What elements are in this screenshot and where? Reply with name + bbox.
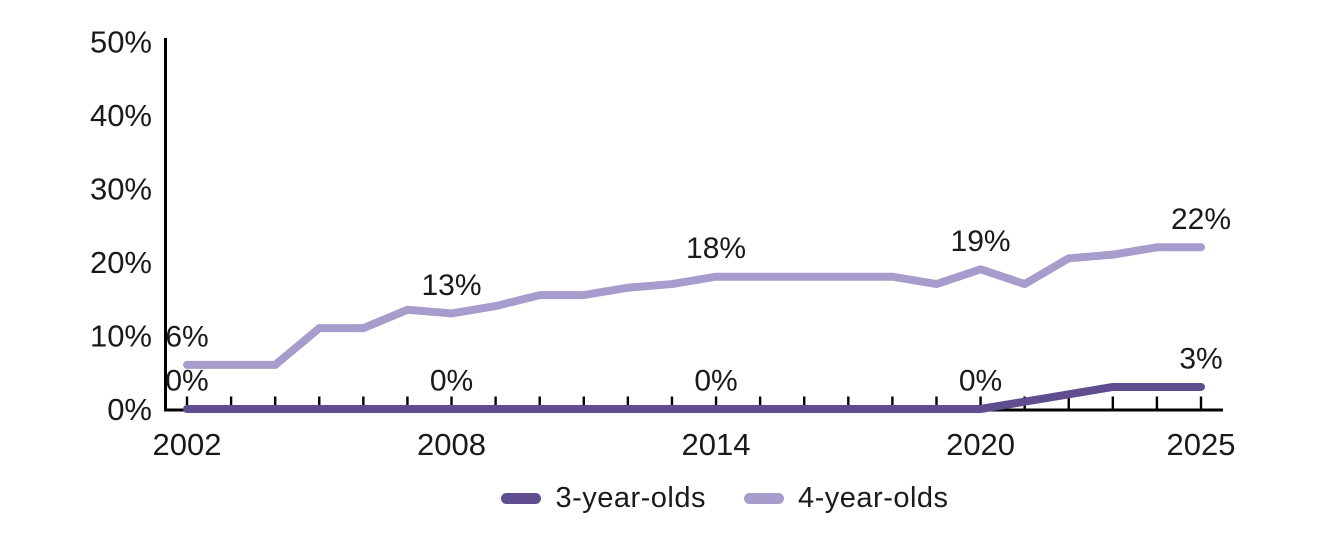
- y-tick-label-40: 40%: [90, 98, 152, 133]
- x-tick-label-2014: 2014: [682, 427, 751, 462]
- legend-item-3-year-olds: 3-year-olds: [501, 484, 706, 513]
- data-label-3-year-olds-2008: 0%: [430, 365, 473, 398]
- data-label-3-year-olds-2025: 3%: [1179, 342, 1222, 375]
- y-tick-label-10: 10%: [90, 319, 152, 354]
- x-tick-label-2025: 2025: [1167, 427, 1236, 462]
- legend-item-4-year-olds: 4-year-olds: [744, 484, 949, 513]
- y-tick-label-0: 0%: [107, 392, 152, 427]
- data-label-4-year-olds-2002: 6%: [165, 320, 208, 353]
- data-label-4-year-olds-2014: 18%: [686, 232, 746, 265]
- y-tick-label-30: 30%: [90, 172, 152, 207]
- series-line-3-year-olds: [183, 382, 1206, 413]
- y-tick-label-20: 20%: [90, 245, 152, 280]
- data-label-4-year-olds-2020: 19%: [951, 225, 1011, 258]
- legend: 3-year-olds 4-year-olds: [0, 484, 1334, 513]
- data-label-3-year-olds-2014: 0%: [694, 365, 737, 398]
- series-line-4-year-olds: [183, 243, 1206, 369]
- data-label-4-year-olds-2008: 13%: [421, 269, 481, 302]
- x-tick-label-2008: 2008: [417, 427, 486, 462]
- legend-label-4-year-olds: 4-year-olds: [798, 482, 949, 514]
- legend-swatch-4-year-olds-icon: [744, 493, 784, 504]
- y-tick-label-50: 50%: [90, 25, 152, 60]
- x-tick-label-2002: 2002: [153, 427, 222, 462]
- x-tick-label-2020: 2020: [946, 427, 1015, 462]
- data-label-4-year-olds-2025: 22%: [1171, 203, 1231, 236]
- data-label-3-year-olds-2020: 0%: [959, 365, 1002, 398]
- legend-swatch-3-year-olds-icon: [501, 493, 542, 504]
- data-label-3-year-olds-2002: 0%: [165, 365, 208, 398]
- legend-label-3-year-olds: 3-year-olds: [555, 482, 706, 514]
